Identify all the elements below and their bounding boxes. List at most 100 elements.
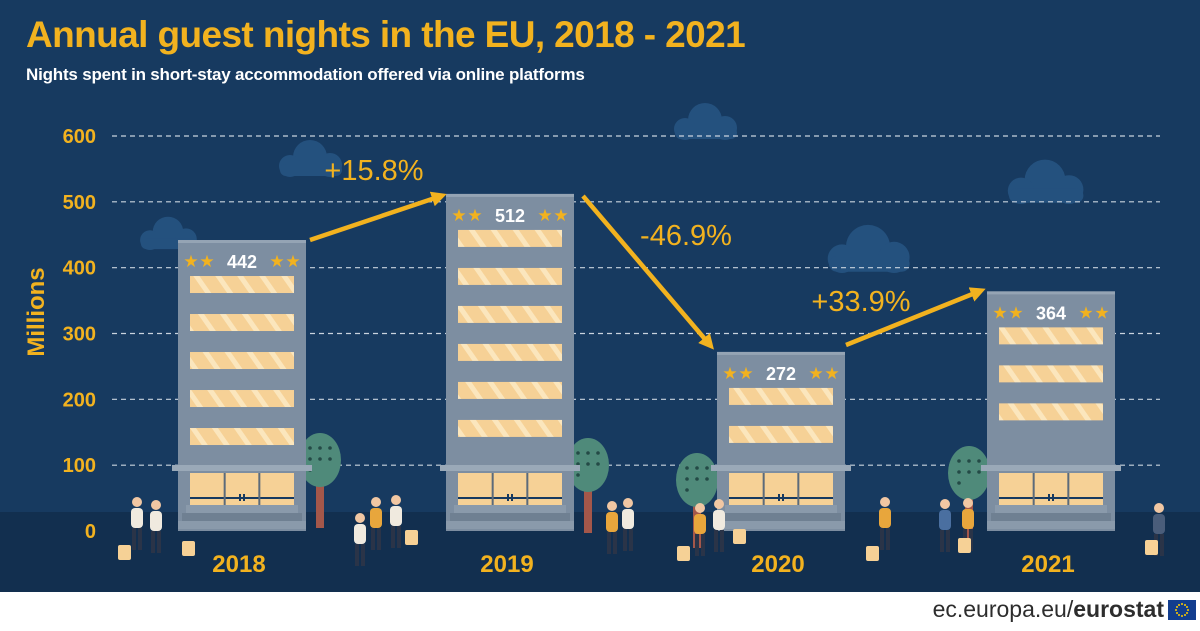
window-row (190, 314, 294, 332)
star-icon: ★ (199, 252, 214, 272)
cloud (827, 224, 910, 273)
entrance-awning (440, 465, 580, 471)
cloud (674, 103, 737, 140)
window-row (458, 343, 562, 361)
x-tick-label: 2021 (1021, 551, 1074, 578)
change-arrow (845, 287, 986, 348)
star-icon: ★ (553, 206, 568, 226)
building-step (721, 513, 841, 521)
building-step (178, 521, 306, 529)
bar-building-2018: ★ ★ ★ ★442 (172, 240, 312, 531)
star-icon: ★ (1008, 303, 1023, 323)
suitcase-icon (1145, 540, 1158, 555)
y-tick-label: 0 (85, 521, 96, 543)
window-row (458, 381, 562, 399)
pedestrian (354, 513, 366, 566)
tree (567, 438, 609, 533)
x-tick-label: 2020 (751, 551, 804, 578)
pedestrian (694, 503, 706, 556)
entrance-awning (981, 465, 1121, 471)
pedestrian (370, 497, 382, 550)
window-row (458, 267, 562, 285)
star-icon: ★ (285, 252, 300, 272)
source-brand: eurostat (1073, 596, 1164, 622)
suitcase-icon (405, 530, 418, 545)
suitcase-icon (958, 538, 971, 553)
cloud (279, 140, 342, 177)
data-label: 272 (766, 364, 796, 384)
suitcase-icon (118, 545, 131, 560)
data-label: 364 (1036, 303, 1066, 323)
entrance-awning (172, 465, 312, 471)
entrance-door (729, 473, 833, 505)
window-row (458, 229, 562, 247)
window-row (999, 327, 1103, 345)
tree (299, 433, 341, 528)
chart-title: Annual guest nights in the EU, 2018 - 20… (26, 14, 746, 55)
star-icon: ★ (467, 206, 482, 226)
change-arrow (581, 194, 714, 350)
y-tick-label: 200 (63, 389, 96, 411)
star-icon: ★ (824, 364, 839, 384)
star-icon: ★ (992, 303, 1007, 323)
window-row (458, 305, 562, 323)
change-annotation: -46.9% (640, 220, 732, 252)
pedestrian (713, 499, 725, 552)
data-label: 442 (227, 252, 257, 272)
building-step (995, 505, 1107, 513)
pedestrian (939, 499, 951, 552)
change-arrow (309, 191, 447, 243)
suitcase-icon (677, 546, 690, 561)
window-row (190, 390, 294, 408)
building-step (450, 513, 570, 521)
y-tick-label: 500 (63, 192, 96, 214)
y-tick-label: 600 (63, 126, 96, 148)
bar-building-2020: ★ ★ ★ ★272 (711, 351, 851, 531)
suitcase-icon (182, 541, 195, 556)
star-icon: ★ (451, 206, 466, 226)
y-tick-label: 400 (63, 258, 96, 280)
window-row (190, 276, 294, 294)
entrance-door (190, 473, 294, 505)
star-icon: ★ (1094, 303, 1109, 323)
building-step (717, 521, 845, 529)
star-icon: ★ (537, 206, 552, 226)
building-step (182, 513, 302, 521)
window-row (999, 403, 1103, 421)
bar-building-2019: ★ ★ ★ ★512 (440, 193, 580, 531)
entrance-awning (711, 465, 851, 471)
window-row (190, 428, 294, 446)
window-row (190, 352, 294, 370)
change-annotation: +33.9% (811, 286, 910, 318)
pedestrian (879, 497, 891, 550)
star-icon: ★ (738, 364, 753, 384)
pedestrian (390, 495, 402, 548)
chart-subtitle: Nights spent in short-stay accommodation… (26, 65, 585, 84)
pedestrian (131, 497, 143, 550)
building-step (454, 505, 566, 513)
building-step (446, 521, 574, 529)
eu-flag-icon (1168, 600, 1196, 620)
star-icon: ★ (722, 364, 737, 384)
building-step (991, 513, 1111, 521)
y-axis-label: Millions (23, 267, 50, 356)
entrance-door (999, 473, 1103, 505)
source-site: ec.europa.eu/ (932, 596, 1074, 622)
star-icon: ★ (183, 252, 198, 272)
infographic-panel: Annual guest nights in the EU, 2018 - 20… (0, 0, 1200, 592)
window-row (999, 365, 1103, 383)
source-footer: ec.europa.eu/eurostat (933, 596, 1164, 623)
entrance-door (458, 473, 562, 505)
pedestrian (622, 498, 634, 551)
pedestrian (150, 500, 162, 553)
star-icon: ★ (269, 252, 284, 272)
building-step (987, 521, 1115, 529)
window-row (729, 387, 833, 405)
suitcase-icon (733, 529, 746, 544)
star-icon: ★ (1078, 303, 1093, 323)
window-row (458, 419, 562, 437)
suitcase-icon (866, 546, 879, 561)
building-step (186, 505, 298, 513)
x-tick-label: 2019 (480, 551, 533, 578)
